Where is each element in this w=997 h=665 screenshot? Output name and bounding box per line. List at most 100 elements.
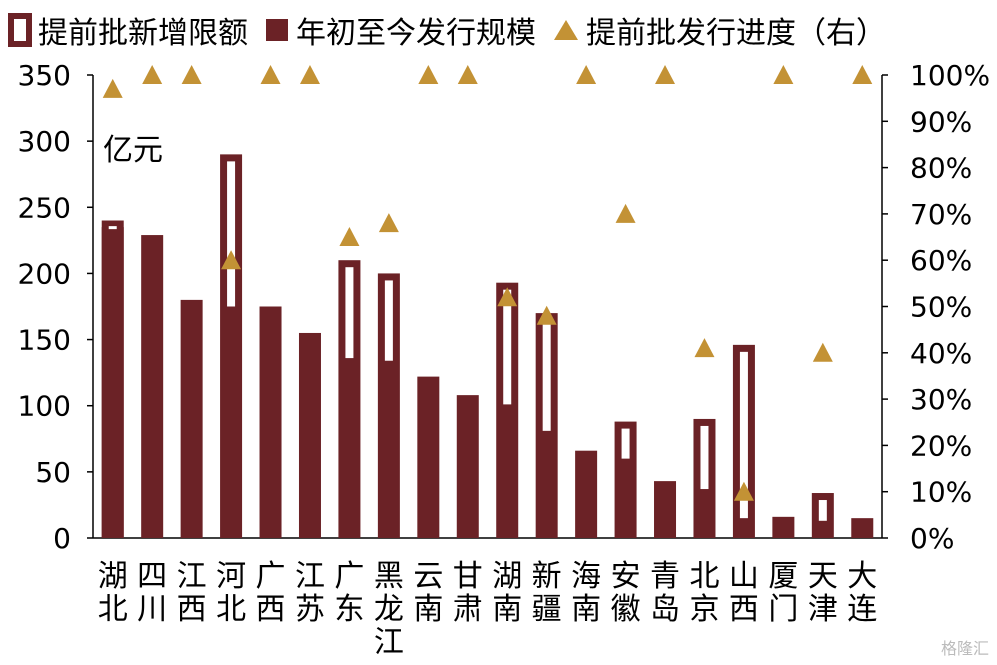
progress-marker bbox=[852, 65, 873, 84]
x-tick-label: 江 bbox=[295, 559, 325, 594]
y2-tick-label: 10% bbox=[910, 476, 972, 509]
y2-tick-label: 100% bbox=[910, 59, 990, 92]
y-tick-label: 300 bbox=[18, 125, 71, 158]
progress-marker bbox=[773, 65, 794, 84]
progress-marker bbox=[536, 305, 557, 325]
bar-issued bbox=[180, 299, 203, 538]
x-tick-label: 南 bbox=[413, 592, 443, 627]
y2-tick-label: 30% bbox=[910, 383, 972, 416]
progress-marker bbox=[221, 250, 242, 270]
legend: 提前批新增限额 年初至今发行规模 提前批发行进度（右） bbox=[8, 8, 904, 52]
progress-marker bbox=[733, 481, 754, 501]
x-tick-label: 甘 bbox=[453, 559, 483, 594]
y2-tick-label: 60% bbox=[910, 244, 972, 277]
bar-quota-outline bbox=[220, 154, 243, 538]
bar-issued bbox=[298, 332, 321, 538]
bar-quota-remaining bbox=[818, 500, 827, 521]
x-tick-label: 西 bbox=[256, 592, 286, 627]
x-tick-label: 青 bbox=[650, 559, 680, 594]
x-tick-label: 南 bbox=[571, 592, 601, 627]
x-tick-label: 河 bbox=[216, 559, 246, 594]
bar-issued bbox=[456, 395, 479, 538]
bar-quota-outline bbox=[338, 260, 361, 538]
y-tick-label: 250 bbox=[18, 191, 71, 224]
bar-quota-outline bbox=[377, 273, 400, 538]
bar-issued bbox=[259, 306, 282, 538]
x-tick-label: 湖 bbox=[492, 559, 522, 594]
x-tick-label: 江 bbox=[374, 625, 404, 660]
legend-item-quota: 提前批新增限额 bbox=[8, 8, 248, 52]
x-tick-label: 海 bbox=[571, 559, 601, 594]
progress-marker bbox=[181, 65, 202, 84]
watermark: 格隆汇 bbox=[940, 639, 989, 658]
y2-tick-label: 80% bbox=[910, 152, 972, 185]
y-tick-label: 50 bbox=[35, 456, 71, 489]
bar-quota-remaining bbox=[384, 280, 393, 361]
y-tick-label: 200 bbox=[18, 257, 71, 290]
legend-swatch-triangle bbox=[554, 20, 578, 40]
bar-quota-remaining bbox=[542, 320, 551, 431]
progress-marker bbox=[694, 338, 715, 358]
x-tick-label: 北 bbox=[98, 592, 128, 627]
progress-marker bbox=[497, 287, 518, 307]
x-tick-label: 黑 bbox=[374, 559, 404, 594]
bar-quota-remaining bbox=[739, 351, 748, 519]
x-tick-label: 疆 bbox=[532, 592, 562, 627]
bar-quota-remaining bbox=[227, 161, 236, 307]
y-tick-label: 150 bbox=[18, 324, 71, 357]
x-tick-label: 门 bbox=[768, 592, 798, 627]
bar-issued bbox=[575, 450, 598, 538]
x-tick-label: 西 bbox=[177, 592, 207, 627]
progress-marker bbox=[576, 65, 597, 84]
y-tick-label: 100 bbox=[18, 390, 71, 423]
legend-item-progress: 提前批发行进度（右） bbox=[554, 8, 886, 52]
progress-marker bbox=[418, 65, 439, 84]
x-tick-label: 北 bbox=[689, 559, 719, 594]
bar-quota-remaining bbox=[108, 226, 117, 230]
x-tick-label: 江 bbox=[177, 559, 207, 594]
x-tick-label: 厦 bbox=[768, 559, 798, 594]
y2-tick-label: 50% bbox=[910, 291, 972, 324]
bar-issued bbox=[851, 518, 874, 538]
progress-marker bbox=[615, 203, 636, 223]
progress-marker bbox=[655, 65, 676, 84]
y2-tick-label: 70% bbox=[910, 198, 972, 231]
y2-tick-label: 20% bbox=[910, 429, 972, 462]
progress-marker bbox=[339, 227, 360, 247]
x-tick-label: 肃 bbox=[453, 592, 483, 627]
x-tick-label: 湖 bbox=[98, 559, 128, 594]
legend-label-progress: 提前批发行进度（右） bbox=[586, 16, 886, 51]
x-tick-label: 龙 bbox=[374, 592, 404, 627]
bar-issued bbox=[772, 516, 795, 538]
bar-quota-outline bbox=[614, 421, 637, 538]
x-tick-label: 东 bbox=[334, 592, 364, 627]
bar-quota-remaining bbox=[503, 289, 512, 405]
x-tick-label: 大 bbox=[847, 559, 877, 594]
bar-quota-remaining bbox=[345, 267, 354, 359]
legend-label-quota: 提前批新增限额 bbox=[38, 16, 248, 51]
legend-item-issued: 年初至今发行规模 bbox=[266, 8, 536, 52]
x-tick-label: 云 bbox=[413, 559, 443, 594]
x-tick-label: 四 bbox=[137, 559, 167, 594]
legend-label-issued: 年初至今发行规模 bbox=[296, 16, 536, 51]
bar-issued bbox=[141, 235, 164, 538]
progress-marker bbox=[378, 213, 399, 233]
y-tick-label: 0 bbox=[53, 522, 71, 555]
y2-tick-label: 40% bbox=[910, 337, 972, 370]
bar-quota-outline bbox=[496, 282, 519, 538]
x-tick-label: 岛 bbox=[650, 592, 680, 627]
x-tick-label: 广 bbox=[256, 559, 286, 594]
progress-marker bbox=[812, 342, 833, 362]
y2-tick-label: 0% bbox=[910, 522, 954, 555]
y-axis-unit-label: 亿元 bbox=[103, 133, 163, 168]
x-tick-label: 徽 bbox=[611, 592, 641, 627]
bar-issued bbox=[654, 481, 677, 538]
x-tick-label: 新 bbox=[532, 559, 562, 594]
x-tick-label: 天 bbox=[808, 559, 838, 594]
x-tick-label: 北 bbox=[216, 592, 246, 627]
progress-marker bbox=[260, 65, 281, 84]
x-tick-label: 广 bbox=[334, 559, 364, 594]
x-tick-label: 西 bbox=[729, 592, 759, 627]
progress-marker bbox=[142, 65, 163, 84]
